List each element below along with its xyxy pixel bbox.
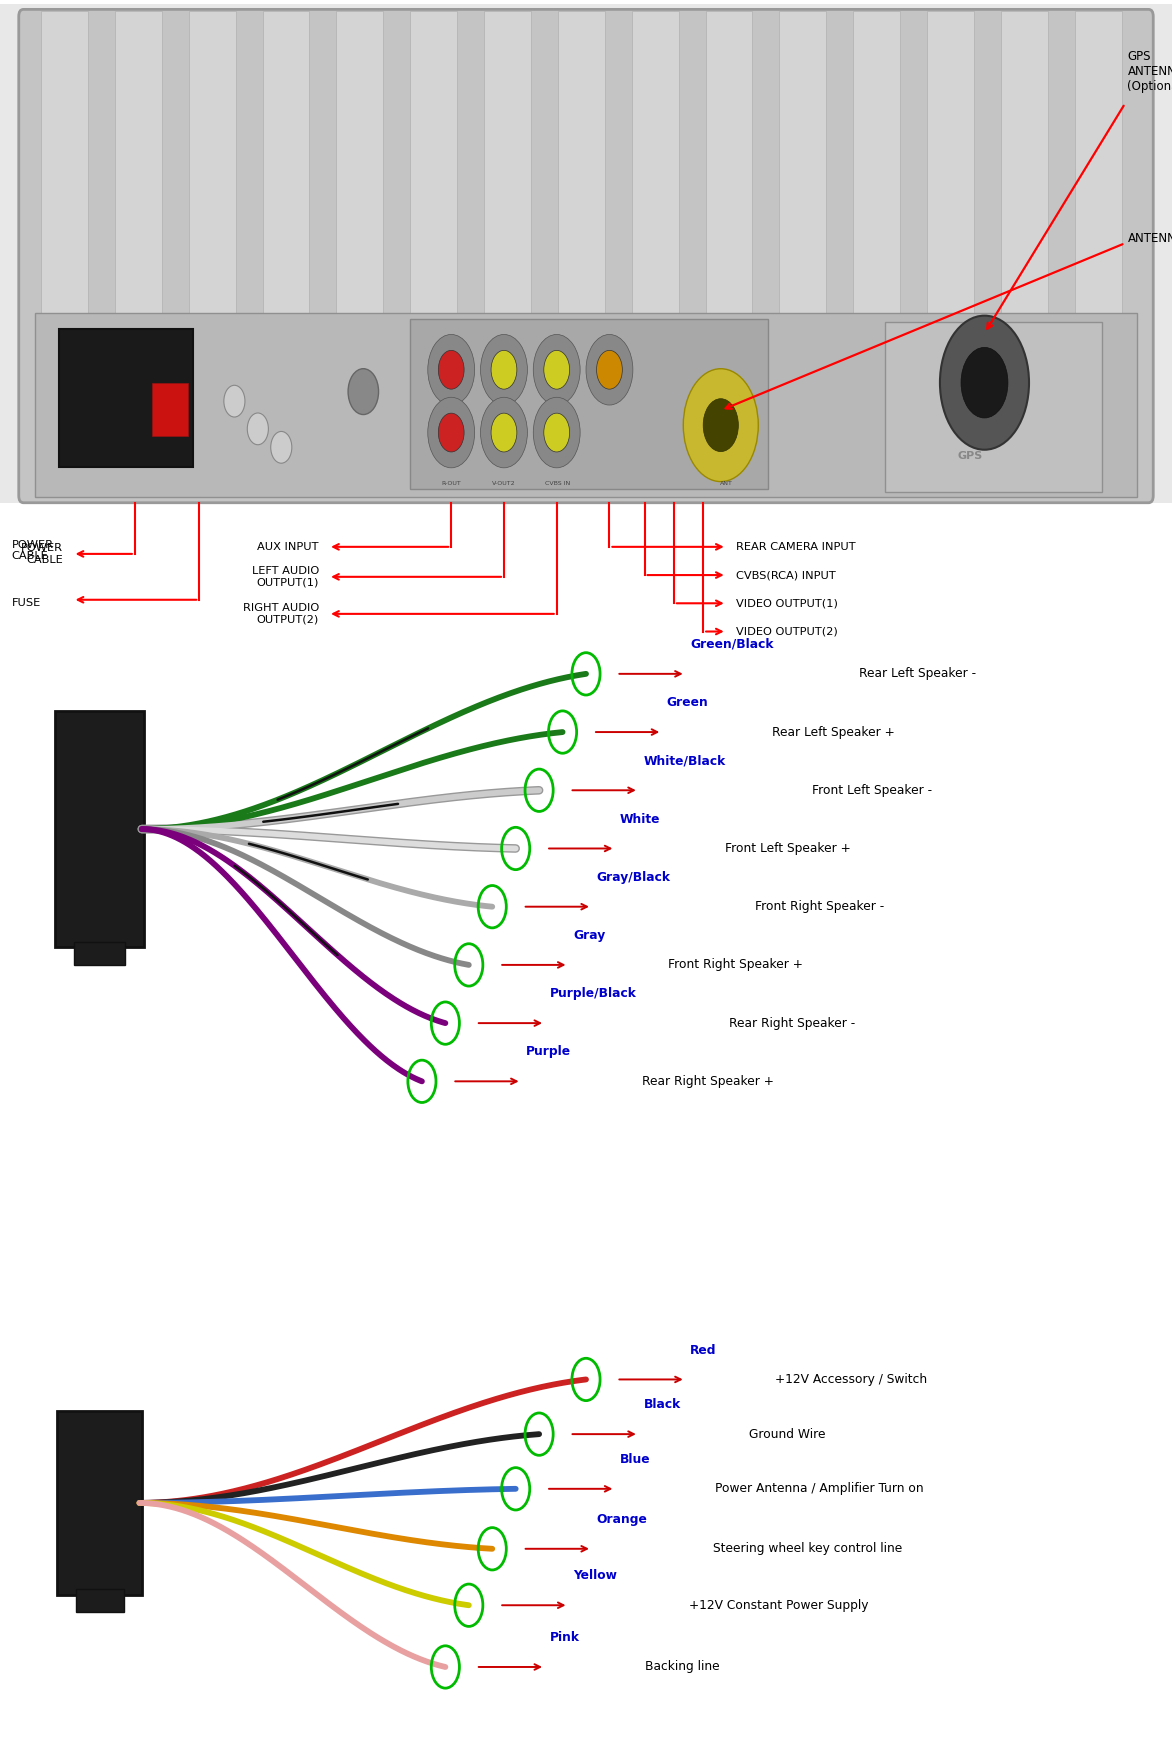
Circle shape [247, 413, 268, 445]
Bar [706, 11, 752, 323]
Bar [1001, 11, 1048, 323]
Bar [853, 11, 900, 323]
Bar [59, 328, 193, 467]
Circle shape [533, 397, 580, 467]
Bar [558, 11, 605, 323]
Circle shape [533, 335, 580, 406]
Text: REAR CAMERA INPUT: REAR CAMERA INPUT [736, 542, 856, 552]
Bar [74, 942, 125, 965]
Bar [76, 1589, 123, 1612]
Bar [35, 312, 1137, 497]
Text: +12V Accessory / Switch: +12V Accessory / Switch [775, 1372, 927, 1387]
Bar [885, 323, 1102, 492]
Text: VIDEO OUTPUT(1): VIDEO OUTPUT(1) [736, 598, 838, 609]
Circle shape [224, 385, 245, 416]
FancyBboxPatch shape [55, 711, 144, 947]
Text: ANTENNA: ANTENNA [1127, 231, 1172, 245]
Text: GPS: GPS [958, 450, 983, 460]
Circle shape [586, 335, 633, 406]
Circle shape [597, 351, 622, 390]
Text: CVBS IN: CVBS IN [545, 482, 571, 487]
Text: Red: Red [690, 1344, 717, 1357]
Bar [41, 11, 88, 323]
Bar [484, 11, 531, 323]
Bar [1075, 11, 1122, 323]
Text: Steering wheel key control line: Steering wheel key control line [713, 1542, 901, 1556]
Circle shape [683, 369, 758, 482]
Text: Green/Black: Green/Black [690, 639, 774, 651]
Circle shape [428, 397, 475, 467]
Circle shape [428, 335, 475, 406]
Circle shape [940, 316, 1029, 450]
Text: POWER
CABLE: POWER CABLE [21, 543, 63, 564]
Circle shape [491, 413, 517, 452]
Circle shape [438, 413, 464, 452]
Circle shape [271, 432, 292, 464]
Text: Green: Green [667, 697, 709, 709]
Circle shape [491, 351, 517, 390]
Bar [632, 11, 679, 323]
Text: Front Left Speaker -: Front Left Speaker - [812, 783, 932, 797]
Bar [779, 11, 826, 323]
Text: Orange: Orange [597, 1514, 647, 1526]
Text: POWER
CABLE: POWER CABLE [12, 540, 54, 561]
Text: White/Black: White/Black [643, 755, 725, 767]
Circle shape [481, 335, 527, 406]
Bar [336, 11, 383, 323]
Text: Purple: Purple [526, 1046, 572, 1058]
Circle shape [703, 399, 738, 452]
Text: FUSE: FUSE [12, 598, 41, 609]
Text: GPS
ANTENNA
(Optional): GPS ANTENNA (Optional) [1127, 51, 1172, 93]
Circle shape [544, 351, 570, 390]
Bar [263, 11, 309, 323]
Text: Rear Left Speaker -: Rear Left Speaker - [859, 667, 976, 681]
Circle shape [961, 348, 1008, 418]
Bar [115, 11, 162, 323]
Text: Rear Right Speaker +: Rear Right Speaker + [642, 1074, 775, 1088]
Text: Front Right Speaker -: Front Right Speaker - [755, 900, 884, 914]
Circle shape [544, 413, 570, 452]
Text: Ground Wire: Ground Wire [749, 1427, 825, 1441]
Text: Purple/Black: Purple/Black [550, 988, 636, 1000]
Text: V-OUT2: V-OUT2 [492, 482, 516, 487]
Bar [152, 383, 188, 436]
Text: ANT: ANT [721, 482, 732, 487]
Bar [410, 11, 457, 323]
Text: Black: Black [643, 1399, 681, 1411]
Text: Front Right Speaker +: Front Right Speaker + [668, 958, 803, 972]
Text: VIDEO OUTPUT(2): VIDEO OUTPUT(2) [736, 626, 838, 637]
FancyBboxPatch shape [19, 9, 1153, 503]
Bar [0, 4, 1172, 503]
Circle shape [348, 369, 379, 415]
Text: White: White [620, 813, 661, 826]
Text: Rear Right Speaker -: Rear Right Speaker - [729, 1016, 856, 1030]
Text: Pink: Pink [550, 1632, 580, 1644]
Text: Blue: Blue [620, 1454, 650, 1466]
Text: Yellow: Yellow [573, 1570, 618, 1582]
Text: Power Antenna / Amplifier Turn on: Power Antenna / Amplifier Turn on [715, 1482, 924, 1496]
Text: R-OUT: R-OUT [442, 482, 461, 487]
Circle shape [481, 397, 527, 467]
Text: +12V Constant Power Supply: +12V Constant Power Supply [689, 1598, 868, 1612]
Circle shape [438, 351, 464, 390]
Text: AUX INPUT: AUX INPUT [258, 542, 319, 552]
Text: RIGHT AUDIO
OUTPUT(2): RIGHT AUDIO OUTPUT(2) [243, 603, 319, 624]
Text: LEFT AUDIO
OUTPUT(1): LEFT AUDIO OUTPUT(1) [252, 566, 319, 587]
Bar [410, 319, 768, 489]
FancyBboxPatch shape [57, 1411, 142, 1595]
Bar [189, 11, 236, 323]
Text: Gray/Black: Gray/Black [597, 871, 670, 884]
Text: Gray: Gray [573, 930, 606, 942]
Bar [927, 11, 974, 323]
Text: Rear Left Speaker +: Rear Left Speaker + [772, 725, 895, 739]
Text: CVBS(RCA) INPUT: CVBS(RCA) INPUT [736, 570, 836, 580]
Text: Front Left Speaker +: Front Left Speaker + [725, 841, 851, 856]
Text: Backing line: Backing line [645, 1660, 720, 1674]
